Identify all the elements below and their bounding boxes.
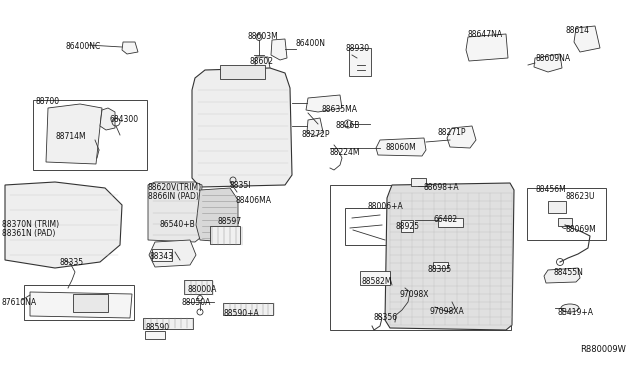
- Text: 88635MA: 88635MA: [322, 105, 358, 114]
- Text: 88590: 88590: [145, 323, 169, 332]
- Bar: [145, 331, 165, 339]
- Bar: [330, 185, 511, 330]
- Polygon shape: [306, 95, 342, 112]
- Text: 88609NA: 88609NA: [535, 54, 570, 63]
- Text: 88620V(TRIM): 88620V(TRIM): [148, 183, 202, 192]
- Bar: [438, 218, 463, 227]
- Bar: [360, 271, 390, 285]
- Text: 88597: 88597: [218, 217, 242, 226]
- Text: 88456M: 88456M: [535, 185, 566, 194]
- Text: 8846B: 8846B: [336, 121, 360, 130]
- Polygon shape: [534, 54, 562, 72]
- Bar: [33, 100, 147, 170]
- Polygon shape: [544, 268, 580, 283]
- Polygon shape: [466, 34, 508, 61]
- Text: 88050A: 88050A: [181, 298, 211, 307]
- Text: 88305: 88305: [428, 265, 452, 274]
- Text: 88006+A: 88006+A: [368, 202, 404, 211]
- Bar: [223, 303, 273, 315]
- Text: 88455N: 88455N: [554, 268, 584, 277]
- Text: 88602: 88602: [249, 57, 273, 66]
- Text: 88700: 88700: [36, 97, 60, 106]
- Text: 88356: 88356: [374, 313, 398, 322]
- Polygon shape: [30, 292, 132, 318]
- Bar: [152, 249, 172, 261]
- Bar: [143, 317, 193, 328]
- Text: 88623U: 88623U: [566, 192, 595, 201]
- Polygon shape: [196, 188, 238, 242]
- Text: 88272P: 88272P: [302, 130, 330, 139]
- Bar: [184, 280, 212, 294]
- Ellipse shape: [256, 33, 262, 41]
- Ellipse shape: [561, 304, 579, 312]
- Polygon shape: [149, 240, 196, 267]
- Polygon shape: [255, 57, 270, 74]
- Text: 97098XA: 97098XA: [430, 307, 465, 316]
- Text: 88343: 88343: [150, 252, 174, 261]
- Text: 86400NC: 86400NC: [65, 42, 100, 51]
- Polygon shape: [122, 42, 138, 54]
- Bar: [558, 218, 572, 226]
- Bar: [410, 178, 426, 186]
- Text: 86540+B: 86540+B: [160, 220, 196, 229]
- Text: 88582M: 88582M: [362, 277, 392, 286]
- Polygon shape: [385, 183, 514, 330]
- Text: 86400N: 86400N: [295, 39, 325, 48]
- Text: 88714M: 88714M: [55, 132, 86, 141]
- Polygon shape: [192, 68, 292, 187]
- Text: 88069M: 88069M: [565, 225, 596, 234]
- Bar: [349, 48, 371, 76]
- Text: 88335: 88335: [60, 258, 84, 267]
- Bar: [220, 65, 264, 79]
- Text: 88060M: 88060M: [386, 143, 417, 152]
- Bar: [24, 285, 134, 320]
- Polygon shape: [46, 104, 102, 164]
- Text: 88925: 88925: [396, 222, 420, 231]
- Bar: [72, 294, 108, 312]
- Polygon shape: [376, 138, 426, 156]
- Text: 88000A: 88000A: [188, 285, 218, 294]
- Text: 87610NA: 87610NA: [2, 298, 37, 307]
- Text: 88930: 88930: [345, 44, 369, 53]
- Bar: [433, 262, 447, 268]
- Text: 8835l: 8835l: [230, 181, 252, 190]
- Polygon shape: [271, 39, 287, 60]
- Polygon shape: [100, 108, 115, 130]
- Text: 88224M: 88224M: [330, 148, 360, 157]
- Text: 97098X: 97098X: [400, 290, 429, 299]
- Text: 88603M: 88603M: [248, 32, 279, 41]
- Text: 88271P: 88271P: [438, 128, 467, 137]
- Polygon shape: [307, 118, 323, 136]
- Bar: [548, 201, 566, 213]
- Text: 684300: 684300: [110, 115, 139, 124]
- Bar: [527, 188, 606, 240]
- Polygon shape: [5, 182, 122, 268]
- Bar: [345, 208, 390, 245]
- Text: 8B419+A: 8B419+A: [558, 308, 594, 317]
- Text: 88406MA: 88406MA: [235, 196, 271, 205]
- Bar: [210, 226, 240, 244]
- Text: 88647NA: 88647NA: [468, 30, 503, 39]
- Polygon shape: [574, 26, 600, 52]
- Text: 88590+A: 88590+A: [224, 309, 260, 318]
- Text: 66482: 66482: [433, 215, 457, 224]
- Text: 88361N (PAD): 88361N (PAD): [2, 229, 56, 238]
- Text: 88698+A: 88698+A: [424, 183, 460, 192]
- Text: 88370N (TRIM): 88370N (TRIM): [2, 220, 59, 229]
- Text: 8866lN (PAD): 8866lN (PAD): [148, 192, 199, 201]
- Polygon shape: [447, 126, 476, 148]
- Bar: [401, 220, 413, 232]
- Polygon shape: [148, 182, 202, 242]
- Text: 88614: 88614: [566, 26, 590, 35]
- Text: R880009W: R880009W: [580, 345, 626, 354]
